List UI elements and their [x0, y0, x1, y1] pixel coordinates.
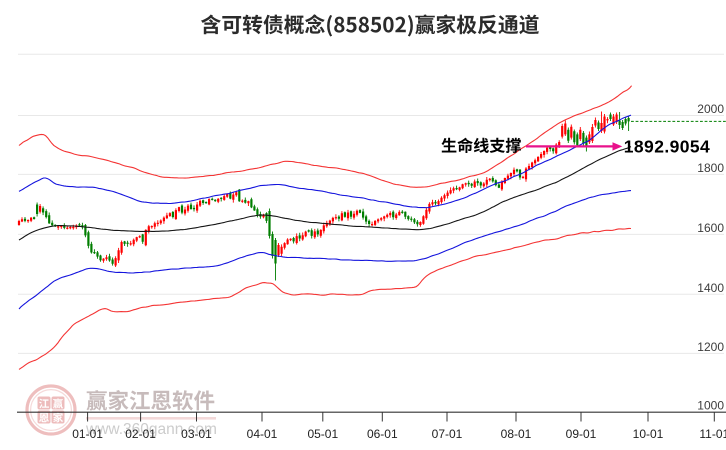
svg-text:1000: 1000: [697, 399, 724, 413]
svg-text:11-01: 11-01: [699, 427, 726, 441]
svg-text:01-01: 01-01: [72, 427, 103, 441]
svg-text:www.360gann.com: www.360gann.com: [85, 421, 217, 438]
svg-text:04-01: 04-01: [247, 427, 278, 441]
svg-text:1600: 1600: [697, 221, 724, 235]
svg-text:10-01: 10-01: [633, 427, 664, 441]
svg-text:08-01: 08-01: [501, 427, 532, 441]
svg-text:07-01: 07-01: [432, 427, 463, 441]
svg-text:1800: 1800: [697, 161, 724, 175]
svg-text:09-01: 09-01: [566, 427, 597, 441]
svg-text:03-01: 03-01: [181, 427, 212, 441]
svg-text:02-01: 02-01: [125, 427, 156, 441]
svg-text:1892.9054: 1892.9054: [624, 137, 710, 157]
svg-text:1200: 1200: [697, 340, 724, 354]
svg-text:1400: 1400: [697, 281, 724, 295]
svg-text:2000: 2000: [697, 102, 724, 116]
svg-text:06-01: 06-01: [367, 427, 398, 441]
svg-text:05-01: 05-01: [307, 427, 338, 441]
